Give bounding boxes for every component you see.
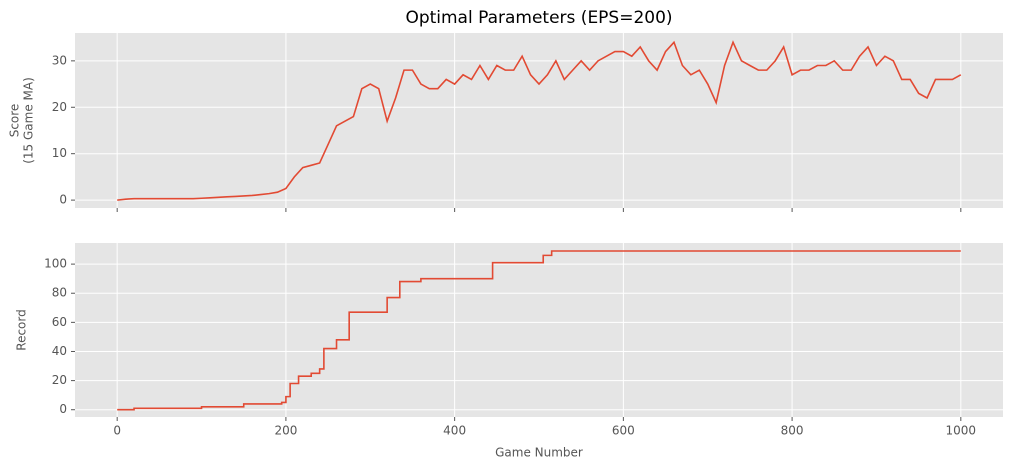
x-tick-label: 800 [781,424,804,438]
y-tick-label: 60 [52,315,67,329]
x-tick-label: 400 [443,424,466,438]
x-tick-label: 0 [113,424,121,438]
y-axis-label: (15 Game MA) [22,77,36,164]
y-tick-label: 0 [59,193,67,207]
x-tick-label: 600 [612,424,635,438]
chart-title: Optimal Parameters (EPS=200) [405,8,672,28]
y-tick-label: 10 [52,146,67,160]
y-axis-label: Record [15,309,29,350]
y-tick-label: 100 [44,257,67,271]
y-tick-label: 40 [52,344,67,358]
y-axis-label: Score [8,104,22,138]
data-line [117,250,961,411]
x-tick-label: 200 [274,424,297,438]
y-tick-label: 80 [52,286,67,300]
y-tick-label: 0 [59,402,67,416]
y-tick-label: 20 [52,100,67,114]
plot-background [75,243,1003,417]
data-line [117,40,962,201]
plot-background [75,33,1003,208]
x-axis-label: Game Number [495,446,583,460]
x-tick-label: 1000 [946,424,977,438]
y-tick-label: 20 [52,373,67,387]
y-tick-label: 30 [52,53,67,67]
